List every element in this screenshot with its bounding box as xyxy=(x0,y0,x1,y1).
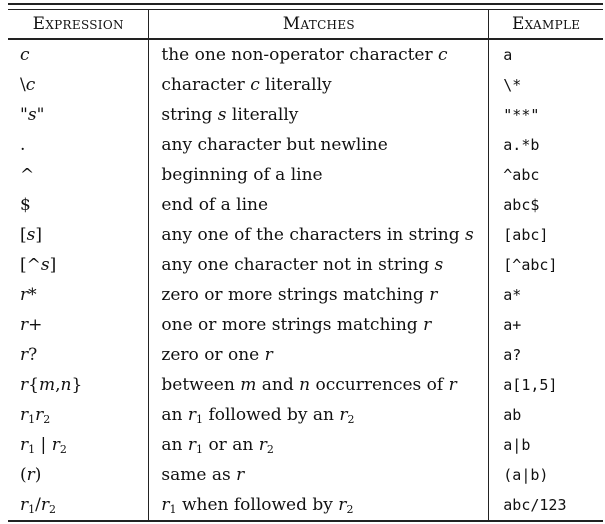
matches-cell: an r1 followed by an r2 xyxy=(148,400,489,430)
example-cell: ^abc xyxy=(488,160,603,190)
table-row: "s" string s literally "**" xyxy=(8,100,603,130)
table-row: . any character but newline a.*b xyxy=(8,130,603,160)
expression-cell: r? xyxy=(20,345,38,365)
table-row: r? zero or one r a? xyxy=(8,340,603,370)
table-row: r{m,n} between m and n occurrences of r a[… xyxy=(8,370,603,400)
table-header-row: Expression Matches Example xyxy=(8,9,603,40)
expression-cell: r* xyxy=(20,285,37,305)
expression-cell: [s] xyxy=(20,225,43,245)
expression-cell: c xyxy=(20,45,30,65)
regex-table-page: Expression Matches Example c the one non-… xyxy=(8,3,603,522)
table-row: (r) same as r (a|b) xyxy=(8,460,603,490)
example-cell: a[1,5] xyxy=(488,370,603,400)
matches-cell: end of a line xyxy=(148,190,489,220)
matches-cell: character c literally xyxy=(148,70,489,100)
expression-cell: . xyxy=(20,135,26,155)
expression-cell: (r) xyxy=(20,465,42,485)
matches-cell: any character but newline xyxy=(148,130,489,160)
example-cell: a|b xyxy=(488,430,603,460)
matches-cell: one or more strings matching r xyxy=(148,310,489,340)
expression-cell: r+ xyxy=(20,315,43,335)
example-cell: a* xyxy=(488,280,603,310)
example-cell: [^abc] xyxy=(488,250,603,280)
matches-cell: beginning of a line xyxy=(148,160,489,190)
example-cell: abc$ xyxy=(488,190,603,220)
example-cell: \* xyxy=(488,70,603,100)
table-row: $ end of a line abc$ xyxy=(8,190,603,220)
matches-cell: the one non-operator character c xyxy=(148,39,489,70)
matches-cell: same as r xyxy=(148,460,489,490)
matches-cell: any one character not in string s xyxy=(148,250,489,280)
example-cell: "**" xyxy=(488,100,603,130)
header-example: Example xyxy=(488,9,603,40)
table-row: ^ beginning of a line ^abc xyxy=(8,160,603,190)
table-row: r+ one or more strings matching r a+ xyxy=(8,310,603,340)
header-expression: Expression xyxy=(8,9,149,40)
table-top-rule xyxy=(8,3,603,5)
expression-cell: \c xyxy=(20,75,36,95)
matches-cell: r1 when followed by r2 xyxy=(148,490,489,522)
expression-cell: ^ xyxy=(20,165,35,185)
matches-cell: string s literally xyxy=(148,100,489,130)
example-cell: a xyxy=(488,39,603,70)
table-row: r1/r2 r1 when followed by r2 abc/123 xyxy=(8,490,603,522)
expression-cell: $ xyxy=(20,195,31,215)
expression-cell: r{m,n} xyxy=(20,375,83,395)
table-body: c the one non-operator character c a \c char… xyxy=(8,39,603,522)
expression-cell: "s" xyxy=(20,105,45,125)
matches-cell: zero or more strings matching r xyxy=(148,280,489,310)
header-matches: Matches xyxy=(148,9,489,40)
example-cell: a? xyxy=(488,340,603,370)
matches-cell: any one of the characters in string s xyxy=(148,220,489,250)
example-cell: a.*b xyxy=(488,130,603,160)
expression-cell: r1r2 xyxy=(20,404,51,426)
expression-cell: r1 | r2 xyxy=(20,434,67,456)
example-cell: abc/123 xyxy=(488,490,603,522)
matches-cell: zero or one r xyxy=(148,340,489,370)
matches-cell: between m and n occurrences of r xyxy=(148,370,489,400)
example-cell: ab xyxy=(488,400,603,430)
table-row: r1 | r2 an r1 or an r2 a|b xyxy=(8,430,603,460)
table-row: [s] any one of the characters in string s… xyxy=(8,220,603,250)
regex-operators-table: Expression Matches Example c the one non-… xyxy=(8,9,603,522)
table-row: [^s] any one character not in string s [^a… xyxy=(8,250,603,280)
expression-cell: [^s] xyxy=(20,255,57,275)
table-row: \c character c literally \* xyxy=(8,70,603,100)
matches-cell: an r1 or an r2 xyxy=(148,430,489,460)
expression-cell: r1/r2 xyxy=(8,490,149,522)
example-cell: a+ xyxy=(488,310,603,340)
table-row: r* zero or more strings matching r a* xyxy=(8,280,603,310)
table-row: r1r2 an r1 followed by an r2 ab xyxy=(8,400,603,430)
example-cell: [abc] xyxy=(488,220,603,250)
example-cell: (a|b) xyxy=(488,460,603,490)
